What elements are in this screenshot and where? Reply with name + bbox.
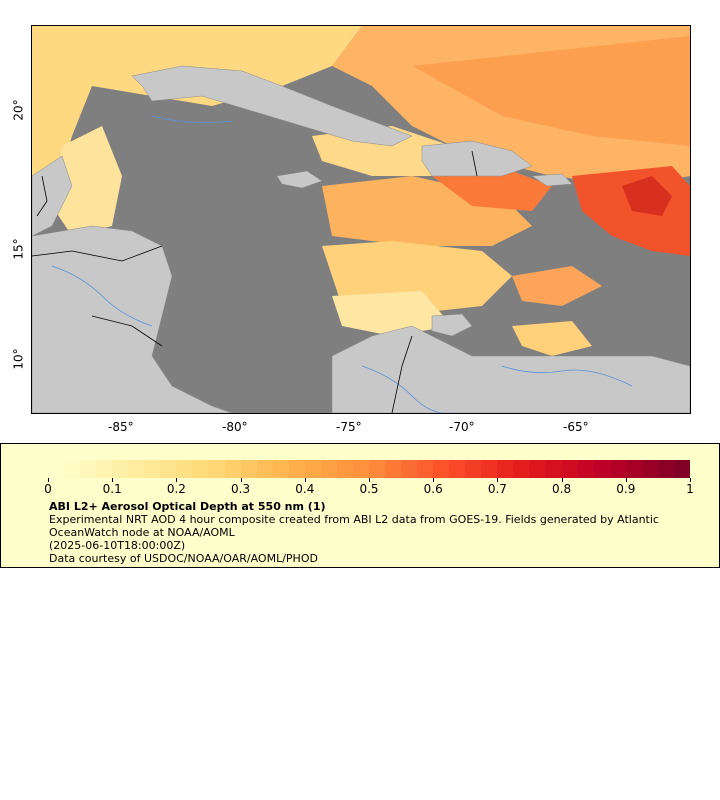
colorbar-tick-label: 0.3 <box>231 482 251 496</box>
colorbar-step <box>657 460 674 478</box>
latitude-label-20: 20° <box>11 99 26 121</box>
colorbar-step <box>240 460 257 478</box>
legend-text-block: ABI L2+ Aerosol Optical Depth at 550 nm … <box>49 500 699 565</box>
colorbar-step <box>625 460 642 478</box>
colorbar-step <box>673 460 690 478</box>
colorbar-step <box>304 460 321 478</box>
colorbar-tick-mark <box>369 478 370 482</box>
colorbar-step <box>545 460 562 478</box>
colorbar-tick-label: 0 <box>44 482 52 496</box>
colorbar-tick-label: 1 <box>686 482 694 496</box>
colorbar-step <box>561 460 578 478</box>
longitude-label-neg70: -70° <box>449 420 475 434</box>
colorbar-tick-label: 0.5 <box>359 482 379 496</box>
colorbar-step <box>384 460 402 478</box>
river-layer <box>51 115 633 413</box>
colorbar-step <box>577 460 594 478</box>
map-canvas <box>32 26 690 413</box>
longitude-label-neg65: -65° <box>563 420 589 434</box>
colorbar-step <box>96 460 113 478</box>
colorbar-step <box>417 460 434 478</box>
colorbar-step <box>433 460 450 478</box>
legend-title: ABI L2+ Aerosol Optical Depth at 550 nm … <box>49 500 326 513</box>
colorbar-tick-mark <box>690 478 691 482</box>
colorbar-tick-label: 0.8 <box>552 482 572 496</box>
colorbar-step <box>320 460 337 478</box>
colorbar-tick-label: 0.9 <box>616 482 636 496</box>
colorbar-step <box>224 460 241 478</box>
guajira-peninsula <box>431 313 473 337</box>
jamaica-island <box>276 170 323 189</box>
latitude-label-15: 15° <box>11 238 26 260</box>
legend-description: Experimental NRT AOD 4 hour composite cr… <box>49 513 659 539</box>
border-layer <box>32 150 478 413</box>
colorbar-step <box>336 460 353 478</box>
colorbar-tick-label: 0.7 <box>487 482 507 496</box>
colorbar-step <box>256 460 273 478</box>
puerto-rico-island <box>531 173 573 187</box>
colorbar-tick-mark <box>304 478 306 482</box>
colorbar-step <box>144 460 161 478</box>
colorbar-step <box>80 460 97 478</box>
colorbar-step <box>128 460 145 478</box>
colorbar-tick-label: 0.2 <box>166 482 186 496</box>
colorbar-step <box>449 460 466 478</box>
colorbar-tick-mark <box>625 478 627 482</box>
legend-timestamp: (2025-06-10T18:00:00Z) <box>49 539 186 552</box>
aod-plume-layer <box>32 26 690 413</box>
colorbar-step <box>176 460 193 478</box>
colorbar-tick-mark <box>561 478 563 482</box>
land-layer <box>32 65 690 413</box>
colorbar-step <box>208 460 225 478</box>
colorbar-tick-label: 0.4 <box>295 482 315 496</box>
colorbar-step <box>593 460 610 478</box>
colorbar-step <box>192 460 209 478</box>
colorbar-tick-label: 0.1 <box>102 482 122 496</box>
colorbar-tick-mark <box>112 478 114 482</box>
colorbar-step <box>609 460 626 478</box>
legend-panel: 0 0.1 0.2 0.3 0.4 0.5 0.6 0.7 0.8 0.9 1 ABI L2+ Ae… <box>0 443 720 568</box>
colorbar-step <box>272 460 289 478</box>
colorbar-step <box>465 460 482 478</box>
colorbar-tick-mark <box>240 478 242 482</box>
longitude-label-neg85: -85° <box>108 420 134 434</box>
hispaniola-island <box>421 140 533 177</box>
aod-map <box>31 25 691 414</box>
longitude-label-neg80: -80° <box>222 420 248 434</box>
aod-colorbar <box>48 460 690 478</box>
colorbar-step <box>641 460 658 478</box>
legend-credit: Data courtesy of USDOC/NOAA/OAR/AOML/PHO… <box>49 552 318 565</box>
colorbar-step <box>352 460 369 478</box>
colorbar-tick-mark <box>176 478 178 482</box>
colorbar-step <box>48 460 65 478</box>
colorbar-step <box>112 460 129 478</box>
colorbar-step <box>368 460 385 478</box>
latitude-label-10: 10° <box>11 348 26 370</box>
colorbar-tick-label: 0.6 <box>423 482 443 496</box>
colorbar-step <box>288 460 305 478</box>
colorbar-tick-mark <box>497 478 499 482</box>
colorbar-tick-mark <box>433 478 435 482</box>
cuba-island <box>131 65 413 147</box>
colorbar-step <box>64 460 81 478</box>
colorbar-step <box>401 460 418 478</box>
central-america-land <box>32 225 233 413</box>
colorbar-step <box>529 460 546 478</box>
south-america-land <box>331 325 690 413</box>
colorbar-tick-mark <box>48 478 49 482</box>
colorbar-step <box>481 460 498 478</box>
colorbar-step <box>497 460 514 478</box>
colorbar-step <box>513 460 530 478</box>
colorbar-step <box>160 460 177 478</box>
longitude-label-neg75: -75° <box>336 420 362 434</box>
